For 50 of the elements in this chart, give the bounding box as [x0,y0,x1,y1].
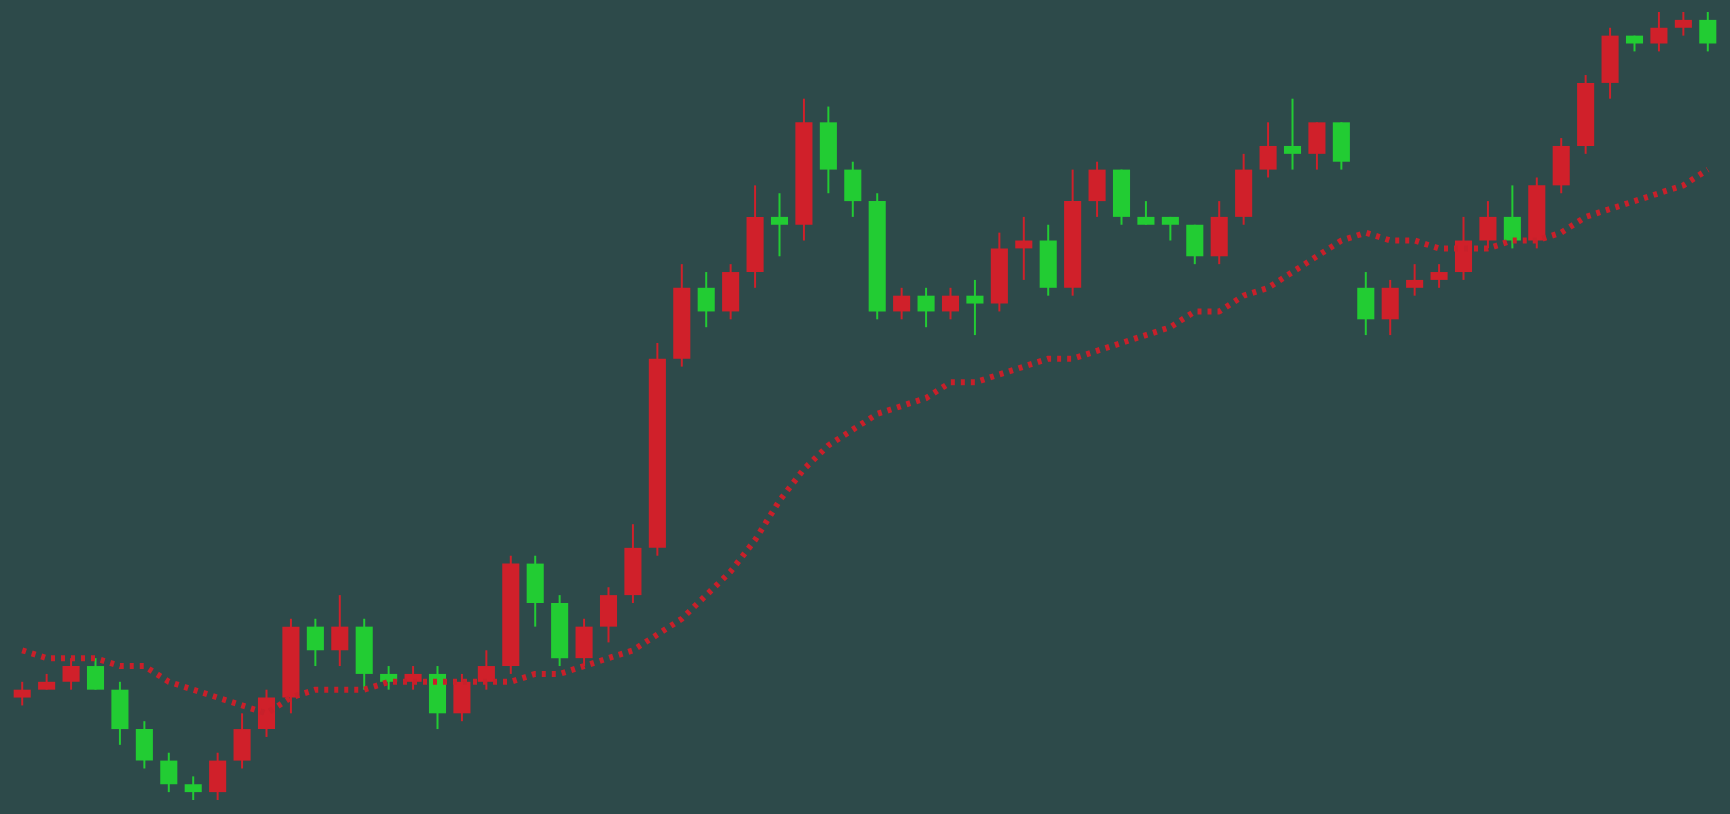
candlestick [893,286,911,321]
candlestick [135,720,153,770]
candlestick [1259,121,1277,179]
candlestick [1357,271,1375,337]
candlestick [1137,200,1155,226]
candlestick [844,160,862,218]
candlestick [1332,121,1350,171]
candlestick [1235,152,1253,226]
candlestick [819,105,837,195]
candlestick [1650,11,1668,53]
candlestick [13,680,31,707]
candlestick [722,263,740,321]
candlestick [941,286,960,321]
candlestick [917,286,935,329]
candlestick [111,680,129,746]
candlestick [1601,26,1619,100]
candlestick [86,657,105,691]
candlestick [1283,97,1302,171]
candlestick [428,665,447,731]
candlestick [966,278,984,337]
candlestick [184,775,202,801]
candlestick [306,617,324,668]
candlestick [770,192,789,258]
candlestick [1088,160,1106,218]
candlestick [1699,11,1717,53]
candlestick [477,649,495,691]
candlestick [697,271,715,329]
candlestick [599,586,618,644]
candlestick [233,712,251,770]
candlestick [1552,137,1570,195]
candlestick [1112,168,1131,226]
candlestick [1186,223,1204,266]
candlestick [160,751,178,794]
candlestick [62,657,80,691]
candlestick [1381,278,1399,337]
candlestick [355,617,373,691]
candlestick [1503,184,1521,250]
candlestick [1406,263,1424,297]
candlestick [209,751,227,801]
candlestick [1308,121,1326,171]
candlestick [1674,11,1692,37]
candlestick [526,554,544,628]
candlestick [1210,200,1228,266]
candlestick [1430,263,1448,289]
candlestick [1039,223,1057,297]
candlestick [575,617,593,668]
candlestick [624,523,642,604]
candlestick [331,594,349,668]
candlestick [1454,215,1473,281]
candlestick [1479,200,1497,250]
